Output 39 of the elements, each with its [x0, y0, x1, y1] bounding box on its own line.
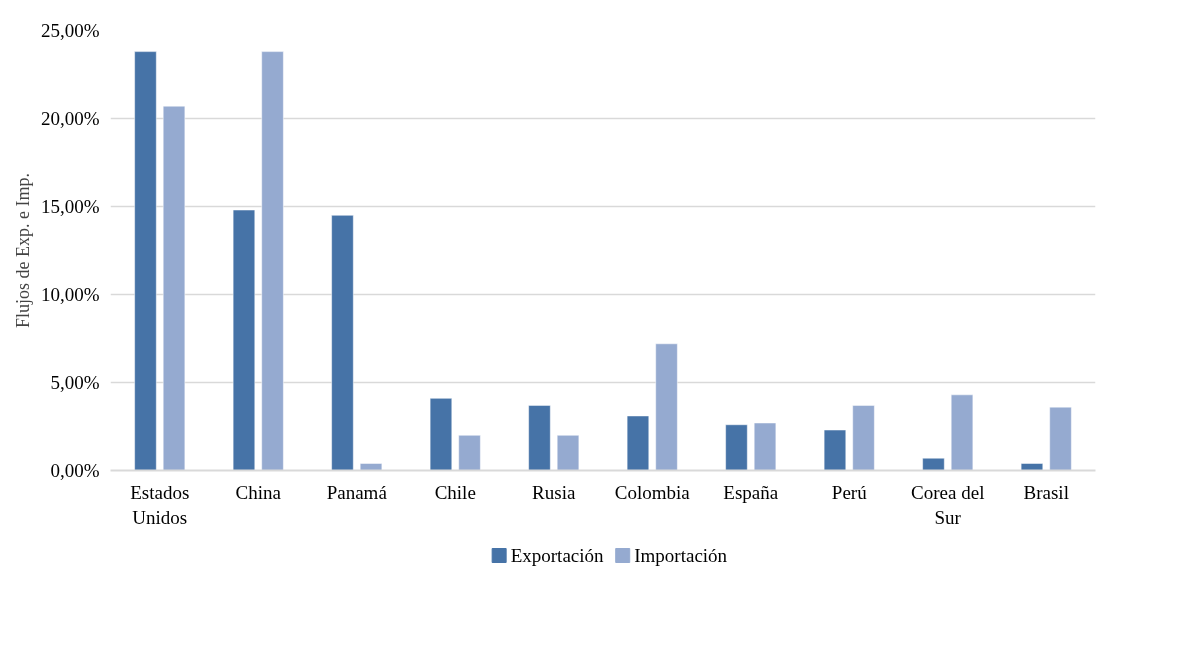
bar: [261, 51, 284, 471]
x-tick-label: Chile: [434, 481, 476, 503]
legend-label: Exportación: [510, 545, 605, 566]
x-tick-label: Corea del Sur: [911, 481, 985, 528]
bar: [950, 394, 974, 471]
x-tick-label: China: [235, 481, 282, 503]
x-tick-label: Colombia: [614, 481, 691, 503]
bar: [626, 415, 650, 471]
bar: [1049, 406, 1072, 471]
x-tick-label: Brasil: [1023, 481, 1069, 503]
bar: [162, 105, 186, 471]
bar: [556, 435, 580, 471]
bar: [331, 215, 354, 471]
bar: [458, 435, 481, 471]
y-tick-label: 5,00%: [50, 372, 100, 393]
y-tick-label: 10,00%: [40, 284, 100, 305]
bar: [232, 209, 256, 471]
legend-label: Importación: [634, 545, 728, 566]
y-tick-label: 15,00%: [40, 196, 100, 217]
y-tick-label: 25,00%: [40, 20, 100, 41]
bar: [359, 463, 383, 471]
bar: [1020, 463, 1044, 471]
bar: [753, 422, 777, 471]
bar: [852, 405, 875, 471]
x-tick-label: Perú: [831, 481, 868, 503]
y-tick-label: 0,00%: [50, 460, 100, 481]
bar: [528, 405, 551, 471]
bar: [823, 429, 847, 471]
bar: [725, 424, 748, 471]
bar: [655, 343, 678, 471]
x-tick-label: Panamá: [326, 481, 388, 503]
bar: [922, 457, 945, 471]
bar: [134, 51, 157, 471]
y-axis-title: Flujos de Exp. e Imp.: [12, 172, 33, 328]
x-tick-label: España: [723, 481, 779, 503]
x-tick-label: Rusia: [532, 481, 576, 503]
x-tick-label: Estados Unidos: [130, 481, 190, 528]
bar: [429, 398, 453, 471]
y-tick-label: 20,00%: [40, 108, 100, 129]
